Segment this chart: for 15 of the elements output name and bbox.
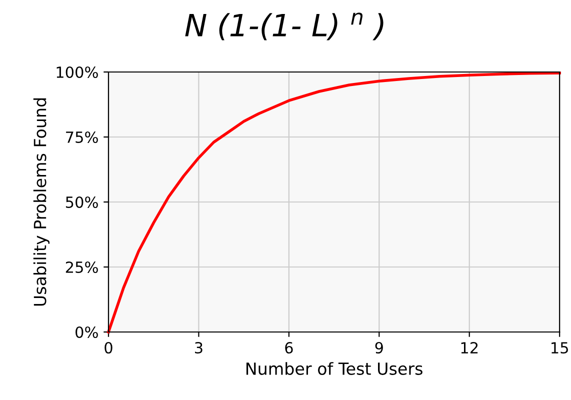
x-axis-title: Number of Test Users (246, 362, 422, 375)
y-tick-label: 100% (56, 66, 98, 78)
x-tick-label: 3 (195, 342, 202, 354)
x-tick-label: 6 (285, 342, 293, 354)
chart-title: N (1-(1- L) $^{n}$ ) (185, 12, 384, 40)
y-tick-label: 50% (66, 196, 98, 208)
y-tick-label: 25% (66, 261, 98, 274)
x-tick-label: 0 (104, 342, 112, 354)
x-tick-label: 12 (461, 342, 478, 354)
line-series (107, 72, 561, 334)
x-tick-label: 15 (552, 342, 568, 354)
y-tick-label: 75% (66, 131, 98, 144)
y-axis-title: Usability Problems Found (33, 98, 50, 306)
x-tick-label: 9 (375, 342, 383, 354)
y-tick-label: 0% (76, 326, 98, 338)
